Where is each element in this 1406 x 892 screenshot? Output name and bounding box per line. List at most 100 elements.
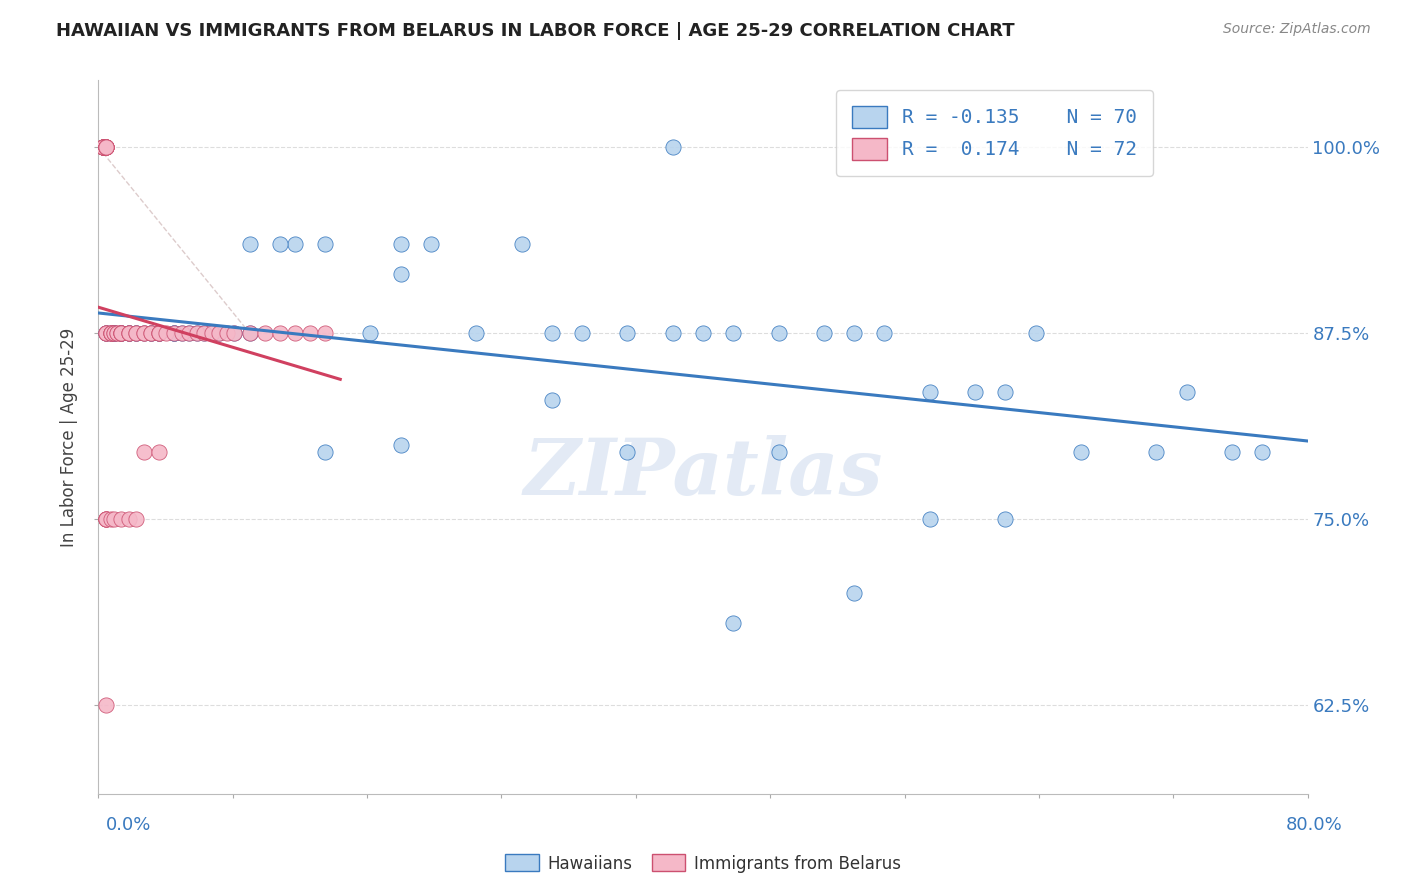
Point bbox=[170, 326, 193, 340]
Point bbox=[813, 326, 835, 340]
Point bbox=[616, 326, 638, 340]
Point bbox=[94, 326, 117, 340]
Point bbox=[132, 326, 155, 340]
Point bbox=[148, 326, 170, 340]
Point bbox=[118, 326, 141, 340]
Point bbox=[141, 326, 163, 340]
Point bbox=[118, 512, 141, 526]
Point bbox=[201, 326, 224, 340]
Point bbox=[179, 326, 201, 340]
Point bbox=[94, 326, 117, 340]
Point bbox=[91, 140, 114, 154]
Point bbox=[208, 326, 231, 340]
Point bbox=[118, 326, 141, 340]
Point bbox=[215, 326, 238, 340]
Point bbox=[100, 326, 122, 340]
Point bbox=[420, 236, 443, 251]
Point bbox=[94, 140, 117, 154]
Point bbox=[284, 236, 307, 251]
Point bbox=[94, 512, 117, 526]
Text: 80.0%: 80.0% bbox=[1286, 816, 1343, 834]
Point bbox=[91, 140, 114, 154]
Point bbox=[314, 326, 336, 340]
Legend: Hawaiians, Immigrants from Belarus: Hawaiians, Immigrants from Belarus bbox=[499, 847, 907, 880]
Point bbox=[148, 326, 170, 340]
Point bbox=[91, 140, 114, 154]
Point bbox=[163, 326, 186, 340]
Point bbox=[540, 326, 562, 340]
Point bbox=[661, 326, 683, 340]
Point bbox=[844, 586, 866, 600]
Text: 0.0%: 0.0% bbox=[105, 816, 150, 834]
Point bbox=[94, 140, 117, 154]
Point bbox=[94, 140, 117, 154]
Point bbox=[1024, 326, 1046, 340]
Point bbox=[110, 326, 132, 340]
Point bbox=[768, 445, 790, 459]
Point bbox=[94, 140, 117, 154]
Point bbox=[360, 326, 382, 340]
Point bbox=[208, 326, 231, 340]
Point bbox=[239, 236, 262, 251]
Point bbox=[148, 326, 170, 340]
Point bbox=[389, 236, 412, 251]
Point bbox=[768, 326, 790, 340]
Point bbox=[155, 326, 177, 340]
Point bbox=[125, 326, 148, 340]
Point bbox=[224, 326, 246, 340]
Point bbox=[94, 512, 117, 526]
Point bbox=[132, 326, 155, 340]
Point bbox=[91, 140, 114, 154]
Point bbox=[186, 326, 208, 340]
Point bbox=[103, 326, 125, 340]
Point bbox=[918, 385, 941, 400]
Point bbox=[540, 392, 562, 407]
Point bbox=[94, 512, 117, 526]
Point bbox=[465, 326, 488, 340]
Point bbox=[239, 326, 262, 340]
Point bbox=[141, 326, 163, 340]
Text: Source: ZipAtlas.com: Source: ZipAtlas.com bbox=[1223, 22, 1371, 37]
Point bbox=[692, 326, 714, 340]
Point bbox=[269, 326, 291, 340]
Point bbox=[118, 326, 141, 340]
Point bbox=[94, 512, 117, 526]
Point bbox=[125, 512, 148, 526]
Point bbox=[110, 326, 132, 340]
Point bbox=[103, 512, 125, 526]
Point bbox=[125, 326, 148, 340]
Text: ZIPatlas: ZIPatlas bbox=[523, 434, 883, 511]
Point bbox=[163, 326, 186, 340]
Point bbox=[1175, 385, 1198, 400]
Point bbox=[148, 326, 170, 340]
Point bbox=[389, 267, 412, 281]
Point bbox=[110, 326, 132, 340]
Point bbox=[148, 326, 170, 340]
Point bbox=[141, 326, 163, 340]
Text: HAWAIIAN VS IMMIGRANTS FROM BELARUS IN LABOR FORCE | AGE 25-29 CORRELATION CHART: HAWAIIAN VS IMMIGRANTS FROM BELARUS IN L… bbox=[56, 22, 1015, 40]
Point bbox=[299, 326, 322, 340]
Point bbox=[91, 140, 114, 154]
Point bbox=[314, 445, 336, 459]
Point bbox=[100, 326, 122, 340]
Point bbox=[103, 326, 125, 340]
Point bbox=[873, 326, 896, 340]
Point bbox=[193, 326, 215, 340]
Point bbox=[118, 326, 141, 340]
Point bbox=[91, 140, 114, 154]
Point bbox=[179, 326, 201, 340]
Point bbox=[110, 512, 132, 526]
Point bbox=[616, 445, 638, 459]
Point bbox=[148, 326, 170, 340]
Point bbox=[91, 140, 114, 154]
Point bbox=[141, 326, 163, 340]
Point bbox=[994, 385, 1017, 400]
Point bbox=[110, 326, 132, 340]
Y-axis label: In Labor Force | Age 25-29: In Labor Force | Age 25-29 bbox=[60, 327, 79, 547]
Point bbox=[163, 326, 186, 340]
Point bbox=[110, 326, 132, 340]
Point bbox=[105, 326, 128, 340]
Point bbox=[103, 326, 125, 340]
Point bbox=[132, 326, 155, 340]
Point bbox=[723, 326, 745, 340]
